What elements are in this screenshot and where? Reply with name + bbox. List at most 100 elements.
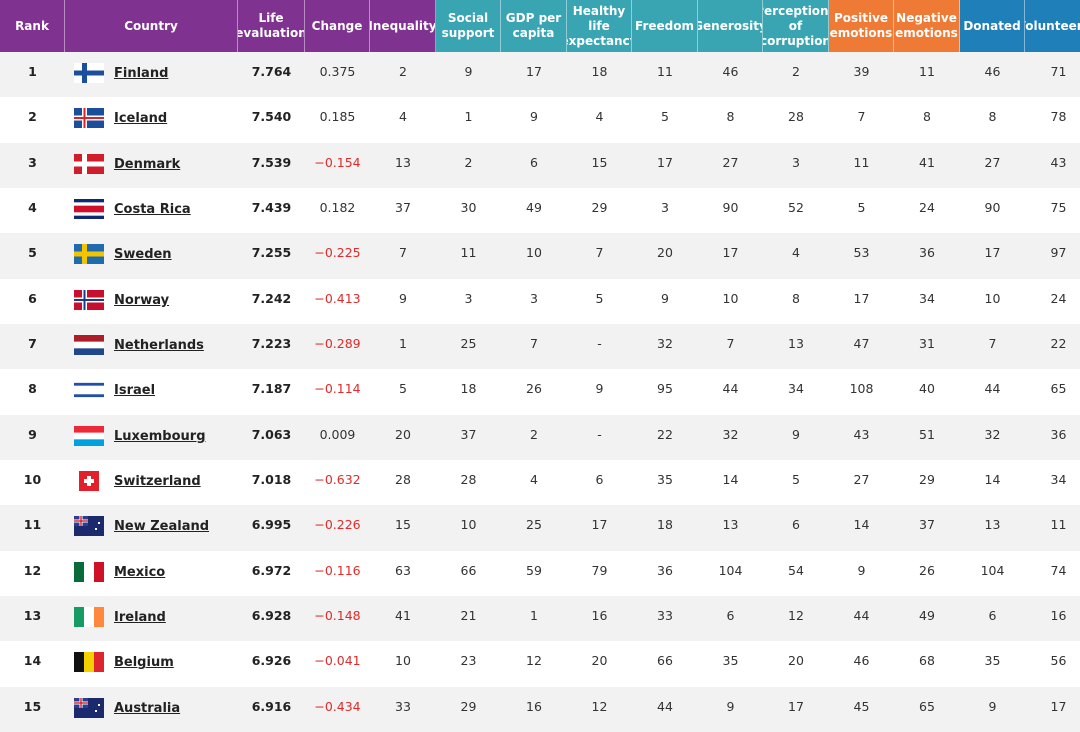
table-cell: 26: [526, 381, 542, 397]
table-cell: 43: [853, 426, 870, 442]
table-cell: 0.009: [319, 426, 356, 442]
table-cell: 9: [857, 562, 866, 578]
flag-icon: [79, 470, 99, 491]
table-cell: 7.018: [251, 472, 292, 488]
table-cell: 7.540: [251, 109, 292, 125]
table-cell: 17: [1050, 698, 1067, 714]
table-cell: 4: [530, 472, 538, 488]
country-link[interactable]: Switzerland: [114, 474, 201, 490]
flag-icon: [74, 334, 104, 355]
table-cell: 7.242: [251, 290, 292, 306]
table-cell: 7.539: [251, 154, 292, 170]
table-cell: 32: [984, 426, 1001, 442]
table-cell: 2: [464, 154, 473, 170]
country-link[interactable]: Australia: [114, 700, 181, 716]
table-cell: 66: [657, 653, 673, 669]
table-row: 10 Switzerland 7.018 −0.632 28 28 4 6 35 14 5 27 29 1…: [0, 459, 1080, 506]
flag-icon: [74, 108, 104, 129]
table-cell: 7: [988, 336, 997, 352]
table-cell: 54: [788, 562, 804, 578]
table-cell: 5: [399, 381, 407, 397]
flag-icon: [74, 561, 104, 582]
country-link[interactable]: Finland: [114, 66, 169, 82]
table-cell: 25: [526, 517, 542, 533]
table-cell: 20: [395, 426, 411, 442]
table-cell: 6: [988, 608, 997, 624]
table-cell: 37: [919, 517, 935, 533]
table-cell: 6: [726, 608, 735, 624]
table-cell: 10: [984, 290, 1001, 306]
table-cell: 71: [1050, 64, 1067, 80]
table-cell: 59: [526, 562, 542, 578]
table-cell: 9: [661, 290, 669, 306]
table-cell: 15: [395, 517, 411, 533]
table-cell: 26: [919, 562, 935, 578]
table-cell: 90: [984, 200, 1001, 216]
table-cell: 17: [984, 245, 1001, 261]
table-cell: 9: [595, 381, 604, 397]
table-cell: 47: [853, 336, 870, 352]
table-cell: 34: [919, 290, 935, 306]
table-cell: 16: [1050, 608, 1067, 624]
table-cell: 0.185: [319, 109, 356, 125]
table-cell: 12: [788, 608, 804, 624]
table-cell: 0.375: [319, 64, 356, 80]
country-link[interactable]: Belgium: [114, 655, 174, 671]
table-cell: 6: [28, 290, 37, 306]
table-cell: 44: [853, 608, 870, 624]
country-link[interactable]: Denmark: [114, 156, 181, 172]
country-link[interactable]: Sweden: [114, 247, 172, 263]
table-cell: 15: [591, 154, 608, 170]
country-link[interactable]: Iceland: [114, 111, 168, 127]
country-link[interactable]: Costa Rica: [114, 202, 191, 218]
table-cell: 6.972: [251, 562, 292, 578]
country-link[interactable]: Israel: [114, 383, 156, 399]
table-cell: 8: [28, 381, 37, 397]
table-cell: 17: [788, 698, 804, 714]
country-link[interactable]: Mexico: [114, 564, 166, 580]
table-cell: 29: [919, 472, 935, 488]
column-header: Rank: [0, 0, 65, 52]
table-cell: 8: [923, 109, 931, 125]
table-cell: 45: [853, 698, 870, 714]
table-cell: 3: [464, 290, 473, 306]
table-cell: 13: [395, 154, 411, 170]
country-link[interactable]: Netherlands: [114, 338, 204, 354]
country-link[interactable]: New Zealand: [114, 519, 210, 535]
table-cell: 36: [657, 562, 673, 578]
table-cell: 33: [395, 698, 411, 714]
table-cell: 79: [591, 562, 608, 578]
flag-icon: [74, 63, 104, 83]
table-cell: 7: [595, 245, 604, 261]
table-row: 9 Luxembourg 7.063 0.009 20 37 2 - 22 32 9 43 51 32 36: [0, 414, 1080, 460]
table-row: 6 Norway 7.242 −0.413 9 3 3 5 9 10 8 17 34 10 24: [0, 278, 1080, 324]
column-header: Donated: [960, 0, 1025, 52]
column-header: Positive emotions: [829, 0, 894, 52]
column-header: Change: [305, 0, 370, 52]
flag-icon: [74, 289, 104, 310]
table-cell: 90: [722, 200, 739, 216]
column-header: Inequality: [370, 0, 436, 52]
table-cell: −0.413: [314, 290, 361, 306]
table-cell: 9: [464, 64, 473, 80]
table-row: 8 Israel 7.187 −0.114 5 18 26 9 95 44 34 108 40 44 65: [0, 369, 1080, 415]
table-cell: 14: [984, 472, 1001, 488]
table-cell: 7.439: [251, 200, 292, 216]
table-cell: 13: [984, 517, 1001, 533]
table-row: 4 Costa Rica 7.439 0.182 37 30 49 29 3 90 52 5 24 90 7…: [0, 187, 1080, 234]
flag-icon: [74, 380, 104, 401]
table-cell: 37: [395, 200, 411, 216]
country-link[interactable]: Luxembourg: [114, 428, 206, 444]
table-cell: 3: [28, 154, 37, 170]
flag-icon: [74, 652, 104, 673]
column-header: Social support: [436, 0, 501, 52]
table-cell: 32: [657, 336, 673, 352]
country-link[interactable]: Norway: [114, 292, 170, 308]
country-link[interactable]: Ireland: [114, 610, 166, 626]
table-cell: 11: [23, 517, 42, 533]
table-cell: 20: [788, 653, 804, 669]
table-cell: 56: [1050, 653, 1067, 669]
table-cell: 6.995: [251, 517, 292, 533]
table-cell: 4: [28, 200, 37, 216]
